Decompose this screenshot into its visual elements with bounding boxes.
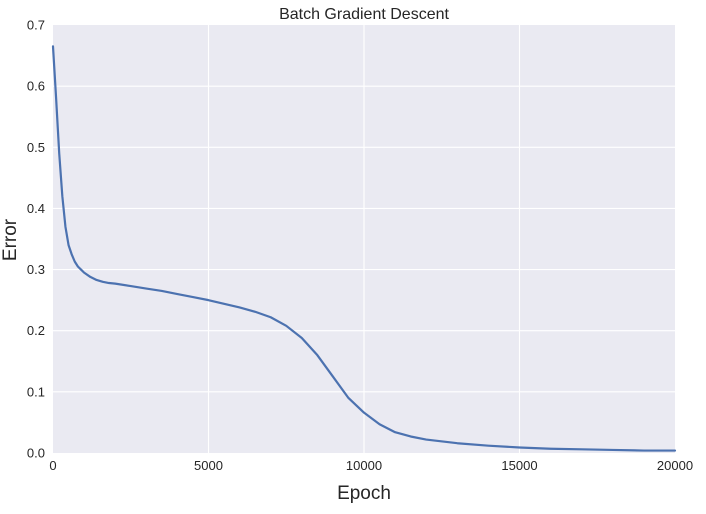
- y-axis-label: Error: [0, 218, 21, 261]
- error-series-line: [51, 45, 677, 452]
- y-tick-label: 0.4: [27, 201, 45, 216]
- x-tick-label: 10000: [346, 458, 382, 473]
- y-tick-label: 0.7: [27, 18, 45, 33]
- y-tick-label: 0.1: [27, 384, 45, 399]
- x-tick-label: 5000: [194, 458, 223, 473]
- series-layer: [51, 45, 677, 452]
- y-tick-label: 0.6: [27, 79, 45, 94]
- x-axis-label: Epoch: [337, 483, 391, 504]
- y-tick-label: 0.5: [27, 140, 45, 155]
- grid: [53, 25, 675, 453]
- tick-labels: 0 5000 10000 15000 20000 0.0 0.1 0.2 0.3 0.4 0.5 0.…: [27, 18, 693, 474]
- x-tick-label: 20000: [657, 458, 693, 473]
- y-tick-label: 0.3: [27, 262, 45, 277]
- y-tick-label: 0.0: [27, 446, 45, 461]
- x-tick-label: 0: [49, 458, 56, 473]
- y-tick-label: 0.2: [27, 323, 45, 338]
- x-tick-label: 15000: [501, 458, 537, 473]
- chart-title: Batch Gradient Descent: [279, 6, 449, 23]
